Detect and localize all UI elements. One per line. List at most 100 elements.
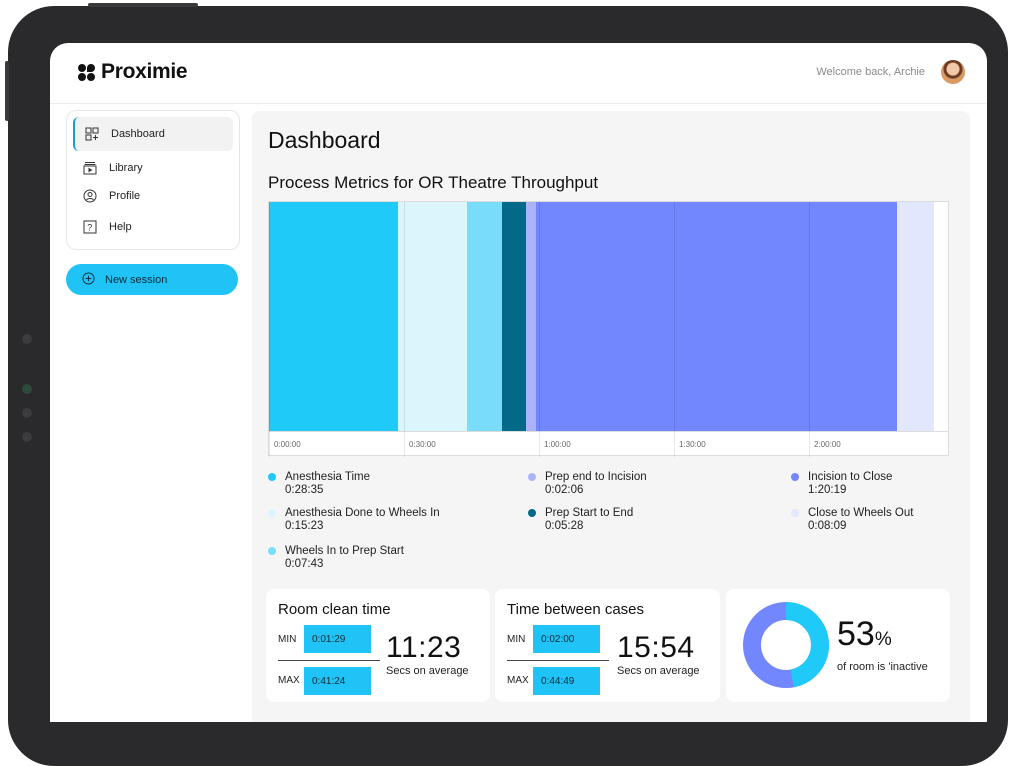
legend-item: Prep end to Incision 0:02:06	[528, 471, 647, 497]
timeline-segment[interactable]	[501, 202, 527, 431]
brand-logo[interactable]: Proximie	[78, 60, 188, 84]
gridline	[809, 202, 810, 457]
timeline-segment[interactable]	[526, 202, 536, 431]
camera-dot	[22, 408, 32, 418]
sidebar-item-library[interactable]: Library	[73, 151, 233, 185]
legend-value: 1:20:19	[808, 484, 847, 496]
welcome-text: Welcome back, Archie	[816, 66, 925, 78]
divider	[278, 660, 380, 661]
legend-item: Wheels In to Prep Start 0:07:43	[268, 545, 404, 571]
avatar[interactable]	[941, 60, 965, 84]
donut-active-arc	[743, 602, 829, 688]
timeline-segment[interactable]	[897, 202, 934, 431]
app-screen: Proximie Welcome back, Archie Dashboard	[50, 43, 987, 722]
min-value-box: 0:01:29	[304, 625, 371, 653]
legend-item: Prep Start to End 0:05:28	[528, 507, 634, 533]
timeline-segment[interactable]	[466, 202, 502, 431]
divider	[507, 660, 609, 661]
room-clean-card: Room clean time MIN 0:01:29 MAX 0:41:24 …	[266, 589, 490, 702]
legend-label: Incision to Close	[808, 471, 893, 483]
legend-label: Wheels In to Prep Start	[285, 545, 404, 557]
sidebar-nav: Dashboard Library Profile	[66, 110, 240, 250]
gridline	[674, 202, 675, 457]
legend-label: Anesthesia Time	[285, 471, 371, 483]
legend-label: Prep Start to End	[545, 507, 634, 519]
x-tick-label: 1:30:00	[679, 440, 706, 449]
max-value-box: 0:44:49	[533, 667, 600, 695]
legend-label: Close to Wheels Out	[808, 507, 914, 519]
average-label: Secs on average	[617, 665, 700, 677]
chart-legend: Anesthesia Time 0:28:35 Anesthesia Done to…	[268, 471, 958, 583]
average-label: Secs on average	[386, 665, 469, 677]
legend-value: 0:28:35	[285, 484, 324, 496]
gridline	[539, 202, 540, 457]
axis-line	[269, 431, 948, 432]
sidebar-item-label: Library	[109, 162, 143, 174]
between-cases-card: Time between cases MIN 0:02:00 MAX 0:44:…	[495, 589, 720, 702]
gridline	[404, 202, 405, 457]
legend-swatch	[528, 473, 536, 481]
page-title: Dashboard	[268, 127, 381, 153]
legend-item: Anesthesia Time 0:28:35	[268, 471, 371, 497]
x-tick-label: 2:00:00	[814, 440, 841, 449]
x-tick-label: 1:00:00	[544, 440, 571, 449]
legend-item: Close to Wheels Out 0:08:09	[791, 507, 914, 533]
sidebar-item-dashboard[interactable]: Dashboard	[73, 117, 233, 151]
sidebar-item-help[interactable]: ? Help	[73, 210, 233, 244]
camera-dot	[22, 432, 32, 442]
max-value-box: 0:41:24	[304, 667, 371, 695]
camera-dot	[22, 334, 32, 344]
min-value: 0:02:00	[541, 633, 575, 645]
camera-lens	[22, 384, 32, 394]
sidebar-item-profile[interactable]: Profile	[73, 179, 233, 213]
plus-circle-icon	[82, 271, 95, 288]
max-value: 0:41:24	[312, 675, 346, 687]
min-label: MIN	[507, 634, 526, 645]
sidebar-item-label: Profile	[109, 190, 141, 202]
card-title: Time between cases	[507, 601, 645, 618]
legend-value: 0:07:43	[285, 558, 324, 570]
legend-value: 0:05:28	[545, 520, 584, 532]
chart-title: Process Metrics for OR Theatre Throughpu…	[268, 173, 599, 192]
x-tick-label: 0:30:00	[409, 440, 436, 449]
sidebar-item-label: Dashboard	[111, 128, 165, 140]
device-button	[88, 3, 198, 7]
legend-swatch	[268, 509, 276, 517]
throughput-timeline-chart: 0:00:00 0:30:00 1:00:00 1:30:00 2:00:00	[268, 201, 949, 457]
logo-mark-icon	[78, 63, 95, 81]
max-value: 0:44:49	[541, 675, 575, 687]
help-icon: ?	[83, 220, 97, 234]
legend-label: Anesthesia Done to Wheels In	[285, 507, 440, 519]
brand-name: Proximie	[101, 60, 188, 83]
dashboard-grid-icon	[85, 127, 99, 141]
legend-value: 0:08:09	[808, 520, 847, 532]
gridline	[269, 202, 270, 457]
tablet-frame: Proximie Welcome back, Archie Dashboard	[5, 3, 1008, 766]
legend-value: 0:15:23	[285, 520, 324, 532]
card-title: Room clean time	[278, 601, 391, 618]
max-label: MAX	[507, 675, 529, 686]
new-session-label: New session	[105, 273, 168, 286]
legend-swatch	[791, 473, 799, 481]
new-session-button[interactable]: New session	[66, 264, 238, 295]
inactive-percent: 53%	[837, 615, 892, 654]
inactive-card: 53% of room is 'inactive	[726, 589, 950, 702]
legend-swatch	[268, 473, 276, 481]
timeline-segment[interactable]	[397, 202, 467, 431]
min-value: 0:01:29	[312, 633, 346, 645]
min-value-box: 0:02:00	[533, 625, 600, 653]
average-value: 11:23	[386, 631, 462, 664]
profile-icon	[83, 189, 97, 203]
average-value: 15:54	[617, 631, 695, 664]
device-button	[5, 61, 9, 121]
x-tick-label: 0:00:00	[274, 440, 301, 449]
max-label: MAX	[278, 675, 300, 686]
svg-text:?: ?	[87, 223, 92, 233]
timeline-segment[interactable]	[269, 202, 398, 431]
legend-value: 0:02:06	[545, 484, 584, 496]
legend-swatch	[528, 509, 536, 517]
min-label: MIN	[278, 634, 297, 645]
timeline-segment[interactable]	[535, 202, 898, 431]
legend-swatch	[268, 547, 276, 555]
legend-item: Incision to Close 1:20:19	[791, 471, 893, 497]
